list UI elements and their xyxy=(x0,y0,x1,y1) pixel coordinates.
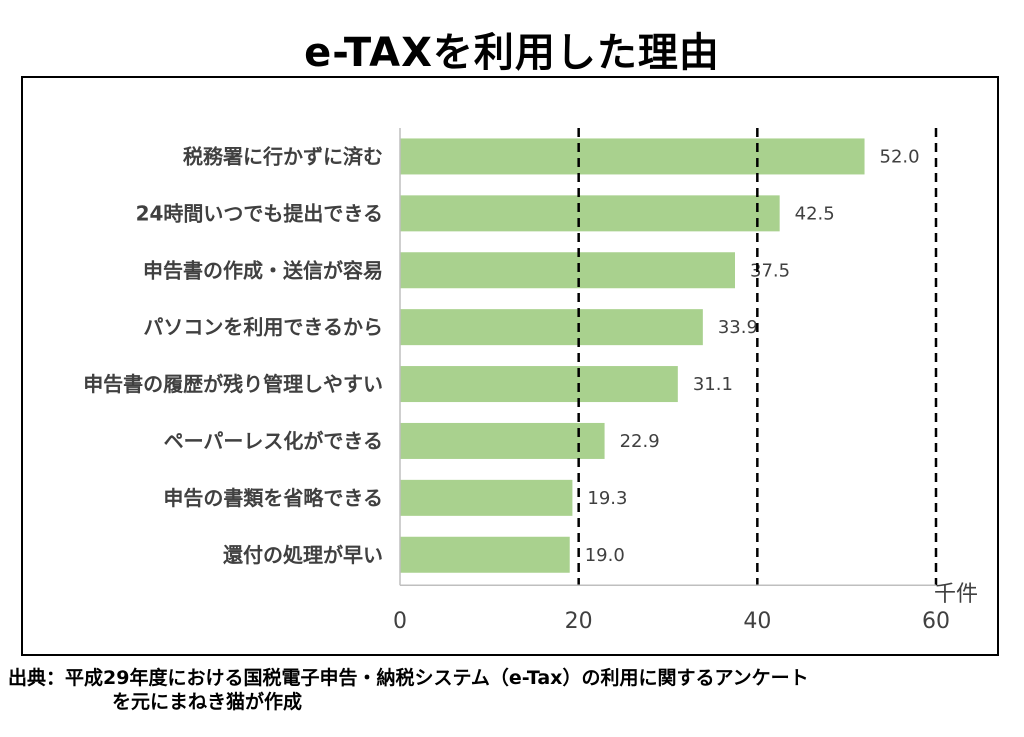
value-label: 31.1 xyxy=(693,374,733,395)
value-label: 19.3 xyxy=(587,488,627,509)
bar xyxy=(400,195,780,232)
category-label: 24時間いつでも提出できる xyxy=(136,201,383,225)
bar xyxy=(400,479,573,516)
value-label: 52.0 xyxy=(880,146,920,167)
value-label: 42.5 xyxy=(795,203,835,224)
x-tick-label: 0 xyxy=(393,609,407,634)
source-line-1: 出典：平成29年度における国税電子申告・納税システム（e-Tax）の利用に関する… xyxy=(8,667,809,689)
category-label: ペーパーレス化ができる xyxy=(164,429,383,453)
category-label: 申告書の作成・送信が容易 xyxy=(143,258,383,282)
value-label: 22.9 xyxy=(620,431,660,452)
bar xyxy=(400,309,703,346)
bar xyxy=(400,536,570,573)
category-label: 還付の処理が早い xyxy=(223,543,383,567)
chart-frame xyxy=(21,76,999,656)
bar xyxy=(400,422,605,459)
value-label: 37.5 xyxy=(750,260,790,281)
x-unit-label: 千件 xyxy=(934,582,978,607)
x-tick-label: 40 xyxy=(743,609,771,634)
bar xyxy=(400,366,678,403)
x-tick-label: 20 xyxy=(565,609,593,634)
value-label: 19.0 xyxy=(585,545,625,566)
category-label: 申告の書類を省略できる xyxy=(163,486,383,510)
source-line-2: を元にまねき猫が作成 xyxy=(112,691,303,713)
bar xyxy=(400,252,735,289)
value-label: 33.9 xyxy=(718,317,758,338)
category-label: 税務署に行かずに済む xyxy=(183,144,383,168)
x-tick-label: 60 xyxy=(922,609,950,634)
category-label: パソコンを利用できるから xyxy=(143,315,383,339)
source-note: 出典：平成29年度における国税電子申告・納税システム（e-Tax）の利用に関する… xyxy=(8,666,1018,714)
chart-title: e-TAXを利用した理由 xyxy=(304,30,720,76)
bar xyxy=(400,138,865,175)
category-label: 申告書の履歴が残り管理しやすい xyxy=(83,372,383,396)
